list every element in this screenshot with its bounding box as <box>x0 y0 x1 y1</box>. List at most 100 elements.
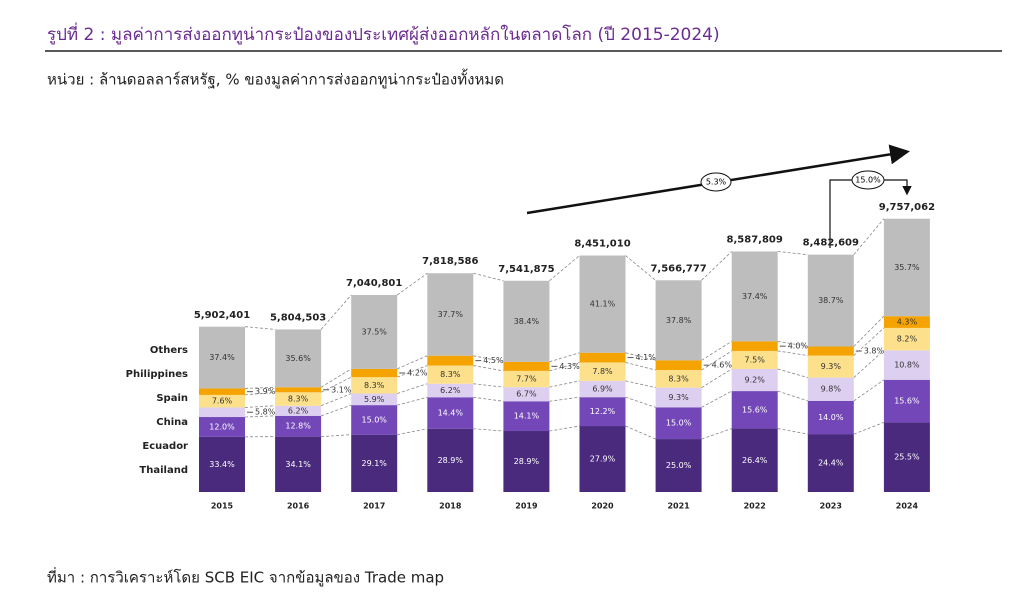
x-tick-label: 2020 <box>591 502 614 511</box>
connector <box>397 396 428 406</box>
value-label: 37.8% <box>666 316 692 325</box>
connector <box>397 428 428 436</box>
bar-segment <box>427 383 474 398</box>
connector <box>397 355 428 370</box>
value-label: 12.2% <box>590 407 616 416</box>
bar-segment <box>731 391 778 429</box>
connector <box>701 341 732 361</box>
connector <box>244 391 276 396</box>
connector <box>701 390 732 408</box>
bar-segment <box>579 397 626 427</box>
bar-segment <box>807 254 854 347</box>
connector <box>473 355 504 363</box>
value-label: 3.9% <box>255 387 276 396</box>
bar-segment <box>579 352 626 363</box>
connector <box>777 350 808 356</box>
total-label: 7,818,586 <box>422 256 478 267</box>
bar-segment <box>351 295 398 369</box>
bar-segment <box>275 405 322 416</box>
value-label: 6.7% <box>516 390 537 399</box>
connector <box>549 352 580 363</box>
connector <box>244 405 276 408</box>
value-label: 14.1% <box>514 412 540 421</box>
value-label: 3.1% <box>331 385 352 394</box>
x-tick-label: 2024 <box>896 502 919 511</box>
value-label: 4.3% <box>559 362 580 371</box>
bar-segment <box>807 377 854 401</box>
value-label: 29.1% <box>361 459 387 468</box>
connector <box>853 315 885 347</box>
connector <box>701 350 732 371</box>
value-label: 3.8% <box>864 347 885 356</box>
connector <box>777 340 808 347</box>
unit: หน่วย : ล้านดอลลาร์สหรัฐ, % ของมูลค่าการ… <box>47 69 504 89</box>
connector <box>473 428 504 432</box>
value-label: 4.2% <box>407 369 428 378</box>
x-tick-label: 2015 <box>211 502 234 511</box>
connector <box>853 350 885 378</box>
bar-segment <box>503 401 550 432</box>
bar-segment <box>275 329 322 388</box>
bar-segment <box>731 350 778 369</box>
bar-segment <box>655 439 702 492</box>
bar-segment <box>655 280 702 361</box>
x-tick-label: 2018 <box>439 502 462 511</box>
connector <box>853 379 885 402</box>
bar-segment <box>883 218 930 317</box>
connector <box>625 255 656 281</box>
total-label: 5,902,401 <box>194 310 250 321</box>
value-label: 35.7% <box>894 263 920 272</box>
bar-segment <box>351 405 398 435</box>
connector <box>244 326 276 330</box>
connector <box>320 404 352 417</box>
bar-segment <box>503 431 550 492</box>
x-tick-label: 2021 <box>667 502 690 511</box>
bar-segment <box>503 280 550 362</box>
value-label: 6.2% <box>440 386 461 395</box>
value-label: 8.3% <box>288 395 309 404</box>
connector <box>625 362 656 371</box>
value-label: 7.5% <box>745 355 766 364</box>
bar-segment <box>275 387 322 393</box>
annotation: 5.3% <box>706 178 727 187</box>
value-label: 4.5% <box>483 356 504 365</box>
bar-segment <box>655 360 702 371</box>
value-label: 8.3% <box>364 381 385 390</box>
bar-segment <box>655 370 702 388</box>
connector <box>777 428 808 435</box>
value-label: 12.8% <box>285 422 311 431</box>
bar-segment <box>655 407 702 440</box>
bar-segment <box>275 415 322 437</box>
value-label: 33.4% <box>209 460 235 469</box>
connector <box>853 422 885 435</box>
bar-segment <box>579 380 626 398</box>
connector <box>625 352 656 361</box>
bar-segment <box>579 362 626 381</box>
value-label: 38.7% <box>818 296 844 305</box>
bar-segment <box>883 327 930 351</box>
connector <box>320 393 352 407</box>
value-label: 4.3% <box>897 318 918 327</box>
bar-segment <box>731 251 778 342</box>
value-label: 8.3% <box>668 374 689 383</box>
connector <box>396 272 428 296</box>
bar-segment <box>427 365 474 384</box>
value-label: 6.9% <box>592 385 613 394</box>
value-label: 5.9% <box>364 395 385 404</box>
bar-segment <box>503 387 550 402</box>
bar-segment <box>199 407 245 418</box>
total-label: 5,804,503 <box>270 313 326 324</box>
value-label: 35.6% <box>285 354 311 363</box>
connector <box>701 368 732 388</box>
bar-segment <box>655 387 702 408</box>
legend-label: China <box>156 417 188 428</box>
x-tick-label: 2023 <box>820 502 842 511</box>
total-label: 9,757,062 <box>879 202 935 213</box>
bar-segment <box>883 316 930 328</box>
legend-label: Philippines <box>126 369 188 380</box>
value-label: 37.4% <box>742 292 768 301</box>
connector <box>549 380 580 388</box>
value-label: 38.4% <box>514 317 540 326</box>
